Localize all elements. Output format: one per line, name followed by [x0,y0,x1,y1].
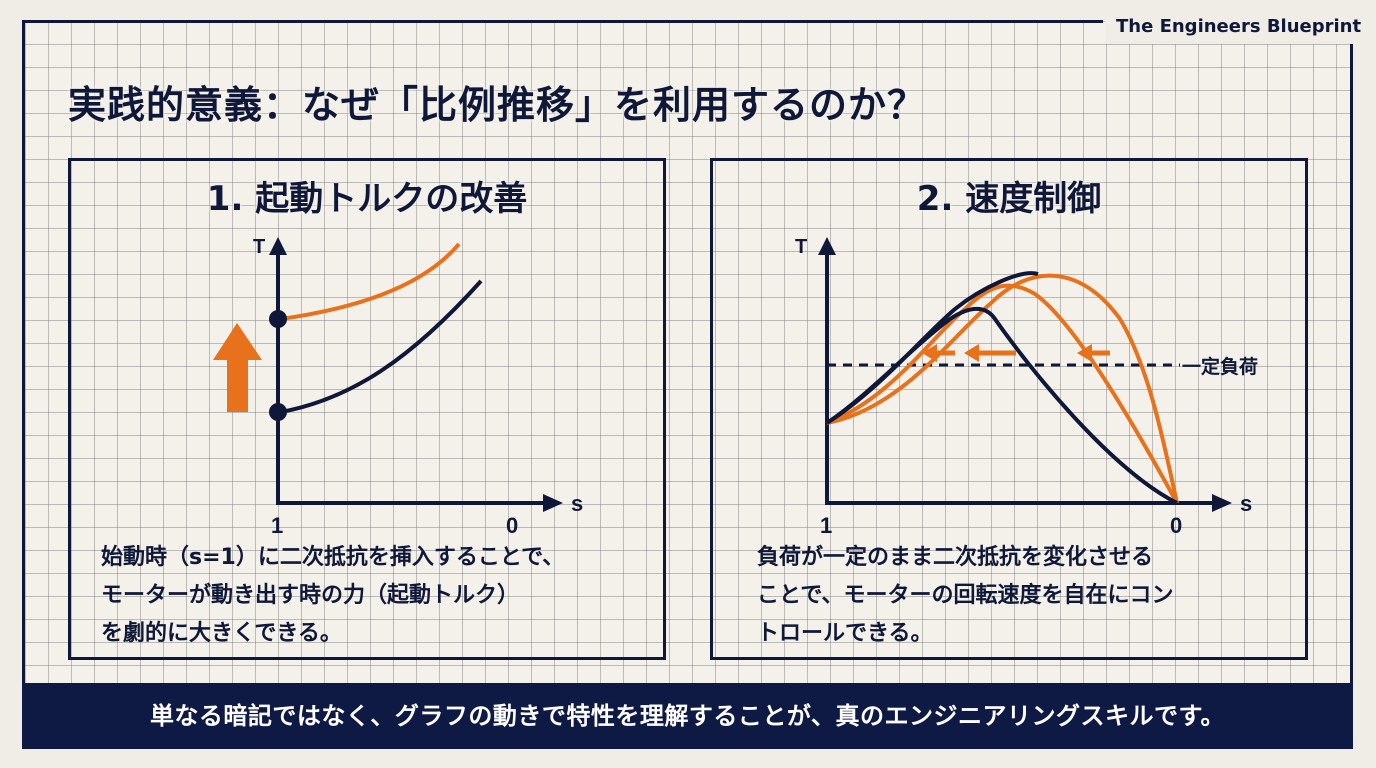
y-axis-arrow-icon [818,237,836,255]
curve-r2-increased-1 [826,283,1179,504]
description-line: ことで、モーターの回転速度を自在にコン [757,583,1174,608]
x-tick-left: 1 [820,513,832,538]
x-axis-arrow-icon [1212,494,1232,512]
description-line: 負荷が一定のまま二次抵抗を変化させる [757,545,1154,570]
footer-banner: 単なる暗記ではなく、グラフの動きで特性を理解することが、真のエンジニアリングスキ… [22,683,1353,749]
page-title: 実践的意義：なぜ「比例推移」を利用するのか？ [68,83,927,127]
curve-original [280,279,483,414]
shift-arrow-icon [964,344,1016,362]
panel-description: 負荷が一定のまま二次抵抗を変化させる ことで、モーターの回転速度を自在にコン ト… [757,539,1317,653]
y-axis-label: T [253,236,265,258]
grid-paper-frame [22,21,1353,749]
curve-r2-increased-2 [826,273,1179,504]
shift-arrow-icon [922,344,955,362]
x-tick-right: 0 [506,513,518,538]
shift-arrow-icon [1077,344,1110,362]
description-line: トロールできる。 [757,621,933,646]
increase-arrow-icon [213,323,262,412]
curve-with-resistance [280,242,461,321]
panel-starting-torque: 1. 起動トルクの改善 T s 1 0 始動時（s=1）に二次抵抗を挿入すること… [68,158,666,660]
x-axis-label: s [1240,491,1252,516]
curve-original [825,306,1178,505]
x-tick-left: 1 [271,513,283,538]
x-axis-arrow-icon [543,494,563,512]
y-axis-arrow-icon [269,237,287,255]
start-point-marker [269,310,287,328]
starting-torque-chart: T s 1 0 [213,236,583,538]
description-line: モーターが動き出す時の力（起動トルク） [101,583,520,608]
panel-title: 2. 速度制御 [916,179,1102,219]
constant-load-label: 一定負荷 [1182,355,1258,378]
description-line: 始動時（s=1）に二次抵抗を挿入することで、 [101,545,565,570]
description-line: を劇的に大きくできる。 [101,621,342,646]
x-tick-right: 0 [1170,513,1182,538]
start-point-marker [269,403,287,421]
x-axis-label: s [571,491,583,516]
panel-title: 1. 起動トルクの改善 [206,179,528,219]
speed-control-chart: 一定負荷 T s 1 0 [795,236,1258,538]
frame-top-border [22,20,1103,23]
brand-label: The Engineers Blueprint [1112,12,1366,42]
panel-speed-control: 2. 速度制御 一定負荷 T s 1 0 [710,158,1308,660]
y-axis-label: T [795,236,807,258]
panel-description: 始動時（s=1）に二次抵抗を挿入することで、 モーターが動き出す時の力（起動トル… [101,539,661,653]
